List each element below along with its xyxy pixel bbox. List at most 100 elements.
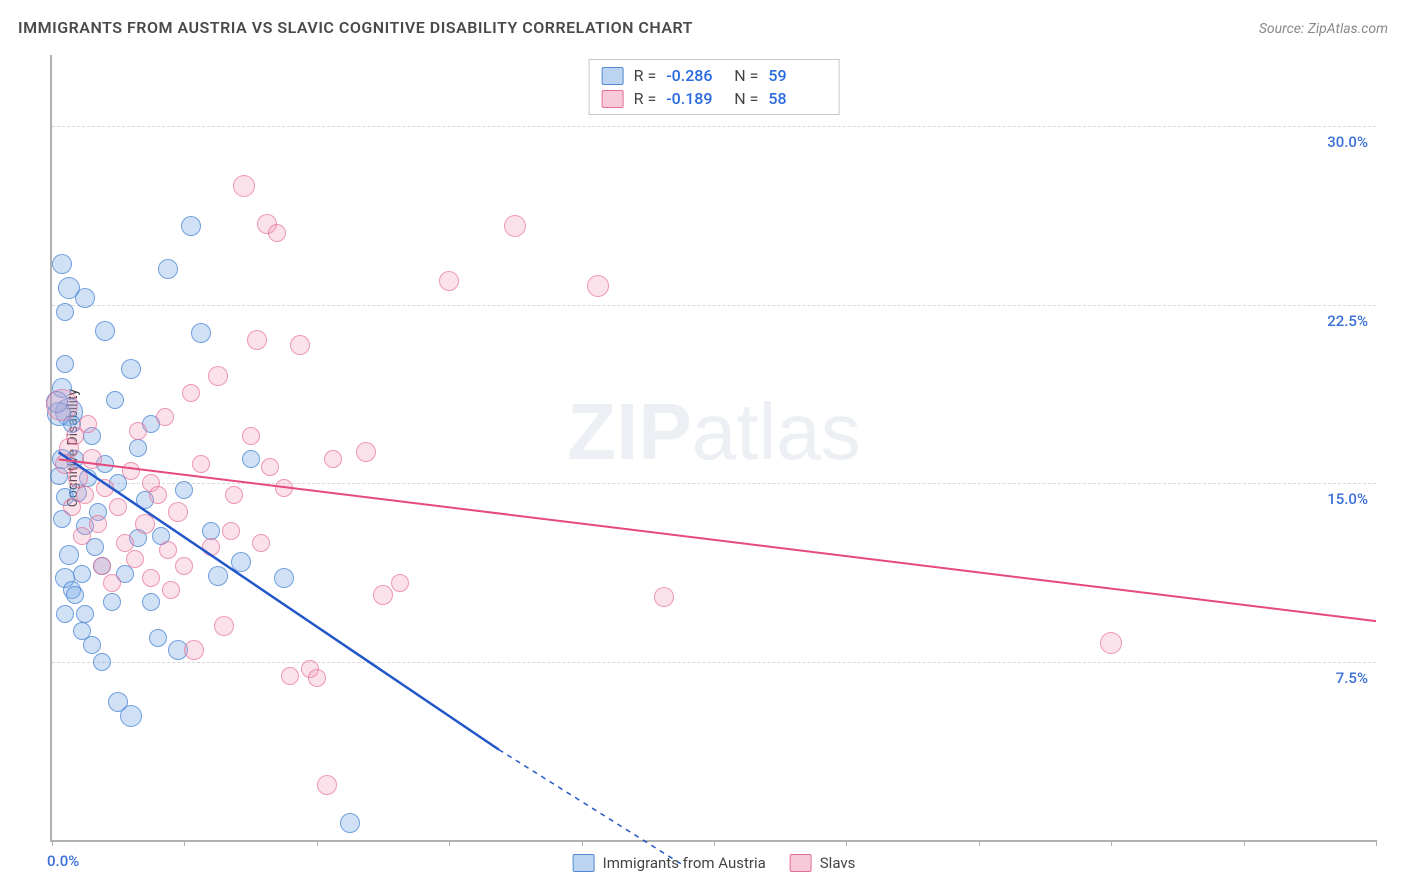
scatter-point: [56, 605, 74, 623]
scatter-point: [268, 224, 286, 242]
scatter-point: [121, 359, 141, 379]
scatter-point: [142, 415, 160, 433]
scatter-point: [1100, 632, 1122, 654]
scatter-point: [317, 775, 337, 795]
scatter-point: [66, 427, 84, 445]
scatter-point: [391, 574, 409, 592]
scatter-point: [126, 550, 144, 568]
scatter-point: [59, 438, 79, 458]
legend-item-slavs: Slavs: [790, 854, 856, 872]
scatter-point: [47, 402, 71, 426]
scatter-point: [63, 415, 81, 433]
scatter-point: [76, 605, 94, 623]
scatter-point: [324, 450, 342, 468]
scatter-point: [55, 454, 75, 474]
x-tick: [52, 840, 53, 846]
scatter-point: [356, 442, 376, 462]
x-tick: [1376, 840, 1377, 846]
x-tick: [317, 840, 318, 846]
scatter-point: [82, 449, 102, 469]
scatter-point: [135, 514, 155, 534]
scatter-point: [373, 585, 393, 605]
scatter-point: [46, 391, 68, 413]
stats-box: R = -0.286 N = 59 R = -0.189 N = 58: [589, 59, 840, 115]
scatter-point: [308, 669, 326, 687]
y-tick-label: 30.0%: [1298, 133, 1368, 151]
scatter-point: [120, 705, 142, 727]
scatter-point: [93, 557, 111, 575]
stats-row-austria: R = -0.286 N = 59: [602, 66, 827, 85]
x-axis-min-label: 0.0%: [47, 852, 79, 870]
scatter-point: [257, 214, 277, 234]
x-tick: [1111, 840, 1112, 846]
scatter-point: [73, 622, 91, 640]
scatter-point: [168, 640, 188, 660]
scatter-point: [83, 427, 101, 445]
scatter-point: [439, 271, 459, 291]
x-tick: [184, 840, 185, 846]
scatter-point: [261, 458, 279, 476]
x-tick: [582, 840, 583, 846]
scatter-point: [275, 479, 293, 497]
scatter-point: [222, 522, 240, 540]
scatter-point: [129, 422, 147, 440]
scatter-point: [149, 629, 167, 647]
scatter-point: [274, 568, 294, 588]
x-tick: [449, 840, 450, 846]
scatter-point: [63, 581, 81, 599]
scatter-point: [159, 541, 177, 559]
scatter-point: [89, 503, 107, 521]
scatter-point: [68, 468, 88, 488]
swatch-blue-icon: [573, 854, 595, 872]
scatter-point: [152, 527, 170, 545]
x-tick: [1244, 840, 1245, 846]
scatter-point: [53, 510, 71, 528]
scatter-point: [106, 391, 124, 409]
swatch-pink: [602, 90, 624, 108]
scatter-point: [73, 527, 91, 545]
scatter-point: [122, 462, 140, 480]
scatter-point: [158, 259, 178, 279]
bottom-legend: Immigrants from Austria Slavs: [573, 854, 856, 872]
scatter-point: [504, 215, 526, 237]
y-tick-label: 22.5%: [1298, 312, 1368, 330]
scatter-point: [202, 522, 220, 540]
scatter-point: [214, 616, 234, 636]
scatter-point: [95, 321, 115, 341]
scatter-point: [66, 450, 84, 468]
scatter-point: [109, 498, 127, 516]
scatter-point: [76, 486, 94, 504]
legend-item-austria: Immigrants from Austria: [573, 854, 766, 872]
scatter-point: [654, 587, 674, 607]
scatter-point: [103, 593, 121, 611]
scatter-point: [225, 486, 243, 504]
scatter-point: [181, 216, 201, 236]
scatter-point: [162, 581, 180, 599]
scatter-point: [340, 813, 360, 833]
scatter-point: [55, 398, 83, 426]
scatter-point: [136, 491, 154, 509]
scatter-point: [182, 384, 200, 402]
scatter-point: [96, 455, 114, 473]
swatch-blue: [602, 67, 624, 85]
scatter-point: [290, 335, 310, 355]
scatter-point: [247, 330, 267, 350]
scatter-point: [73, 565, 91, 583]
plot-area: 7.5% 15.0% 22.5% 30.0%: [52, 55, 1376, 840]
scatter-point: [83, 636, 101, 654]
y-tick-label: 7.5%: [1298, 669, 1368, 687]
scatter-point: [89, 515, 107, 533]
source-label: Source: ZipAtlas.com: [1259, 21, 1388, 37]
scatter-point: [587, 275, 609, 297]
x-tick: [714, 840, 715, 846]
scatter-point: [52, 254, 72, 274]
scatter-point: [76, 517, 94, 535]
chart-frame: Cognitive Disability ZIPatlas 7.5%15.0%2…: [50, 55, 1376, 842]
scatter-point: [142, 569, 160, 587]
scatter-point: [233, 175, 255, 197]
gridline: [52, 305, 1376, 306]
scatter-point: [142, 593, 160, 611]
y-tick-label: 15.0%: [1298, 490, 1368, 508]
scatter-point: [66, 586, 84, 604]
scatter-point: [103, 574, 121, 592]
